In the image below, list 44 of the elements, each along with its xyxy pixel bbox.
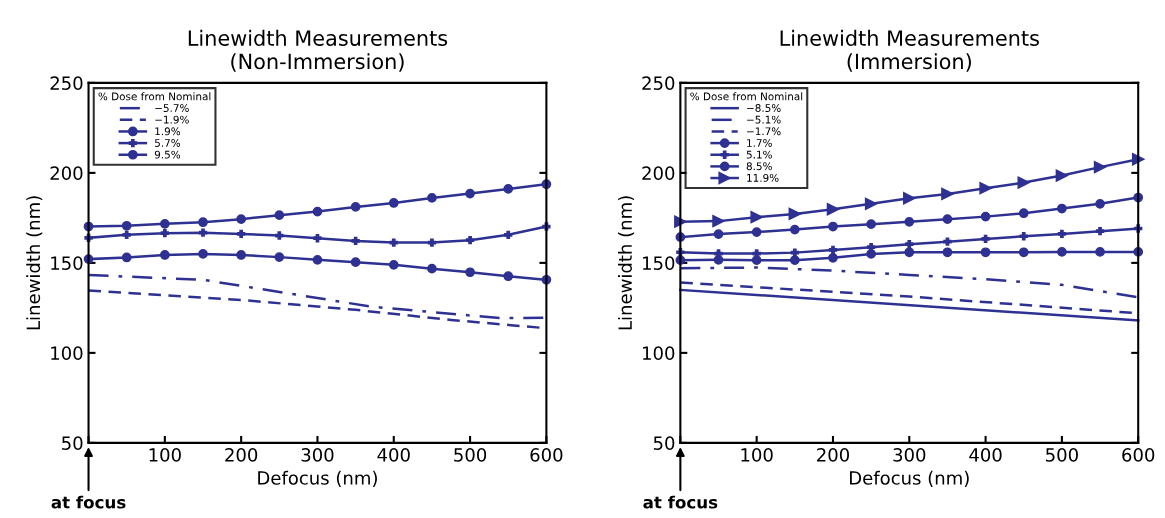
y-tick-label: 50	[653, 436, 675, 451]
legend-label: 9.5%	[154, 150, 181, 159]
y-tick-label: 150	[643, 256, 675, 270]
x-tick-label: 200	[225, 448, 258, 462]
y-tick-label: 250	[50, 76, 83, 90]
chart-title: Linewidth Measurements (Non-Immersion)	[188, 29, 448, 72]
text: at focus	[51, 495, 126, 509]
x-tick-label: 500	[1046, 448, 1078, 462]
x-tick-label: 500	[454, 448, 487, 462]
legend-label: 1.9%	[155, 127, 181, 136]
x-tick-label: 100	[741, 448, 773, 462]
x-tick-label: 600	[1122, 448, 1155, 462]
legend-label: 8.5%	[746, 162, 772, 171]
chart-title: Linewidth Measurements (Immersion)	[780, 29, 1039, 72]
x-tick-label: 200	[817, 448, 850, 462]
x-tick-label: 300	[893, 448, 926, 462]
y-tick-label: 150	[51, 256, 83, 270]
x-tick-label: 400	[969, 448, 1002, 462]
x-tick-label: 400	[377, 448, 410, 462]
x-axis-title: Defocus (nm)	[258, 470, 377, 487]
text: at focus	[643, 495, 718, 509]
legend-label: 5.7%	[155, 139, 181, 147]
x-axis-title: Defocus (nm)	[850, 470, 969, 487]
legend-title: % Dose from Nominal	[98, 92, 211, 101]
legend-label: 11.9%	[747, 173, 779, 182]
legend-title: % Dose from Nominal	[690, 92, 803, 101]
y-tick-label: 250	[642, 76, 675, 90]
legend-label: 5.1%	[746, 150, 772, 159]
legend-label: 1.7%	[747, 139, 772, 147]
x-tick-label: 600	[530, 448, 563, 462]
legend-label: −5.1%	[747, 115, 781, 124]
legend-label: −1.9%	[155, 115, 189, 124]
legend-label: −8.5%	[747, 104, 781, 112]
x-tick-label: 100	[149, 448, 181, 462]
legend-label: −5.7%	[155, 104, 189, 112]
y-axis-title: Linewidth (nm)	[26, 196, 43, 330]
y-tick-label: 50	[62, 436, 83, 451]
y-tick-label: 100	[51, 346, 83, 360]
y-tick-label: 200	[642, 166, 675, 180]
legend-label: −1.7%	[747, 127, 781, 136]
y-axis-title: Linewidth (nm)	[618, 196, 635, 330]
y-tick-label: 200	[50, 166, 83, 180]
x-tick-label: 300	[301, 448, 334, 462]
y-tick-label: 100	[643, 346, 675, 360]
